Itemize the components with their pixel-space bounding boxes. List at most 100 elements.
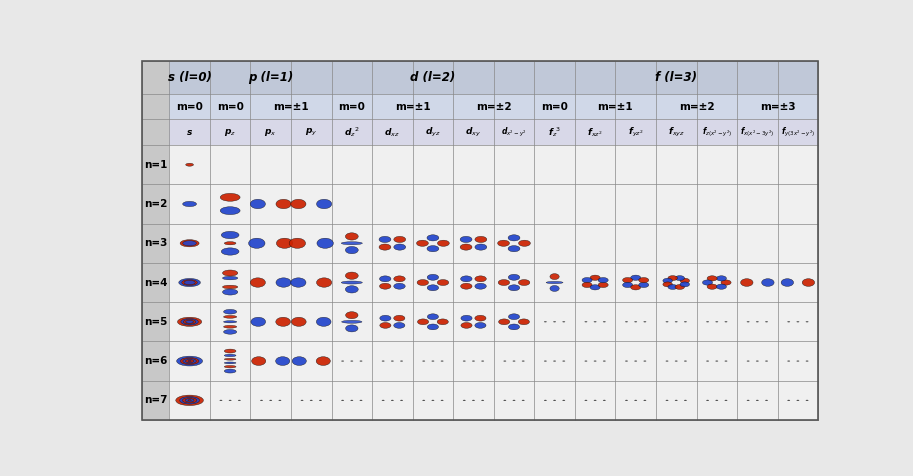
Ellipse shape [717,284,727,289]
Ellipse shape [782,278,793,287]
Ellipse shape [475,237,487,242]
Text: n=5: n=5 [144,317,168,327]
Text: m=±1: m=±1 [273,101,309,111]
Ellipse shape [707,284,718,289]
Ellipse shape [623,278,633,283]
Ellipse shape [341,242,362,245]
Ellipse shape [437,279,448,286]
Bar [142,302,818,341]
Ellipse shape [481,400,484,401]
Ellipse shape [668,276,677,280]
Ellipse shape [461,323,472,328]
Ellipse shape [805,360,809,362]
Ellipse shape [631,285,641,290]
Ellipse shape [546,281,563,284]
Ellipse shape [544,321,547,322]
Text: p (l=1): p (l=1) [248,71,293,84]
Bar [169,94,210,119]
Bar [169,119,210,145]
Ellipse shape [553,321,556,322]
Ellipse shape [498,319,509,325]
Ellipse shape [666,360,668,362]
Bar [142,119,818,145]
Bar [142,61,818,94]
Ellipse shape [345,286,358,293]
Ellipse shape [460,276,472,282]
Bar [737,94,818,119]
Ellipse shape [427,285,438,291]
Ellipse shape [509,274,519,280]
Bar [142,224,818,263]
Ellipse shape [417,279,428,286]
Ellipse shape [251,317,266,327]
Ellipse shape [276,317,290,327]
Text: s (l=0): s (l=0) [168,71,212,84]
Ellipse shape [803,278,814,287]
Ellipse shape [423,400,425,401]
Ellipse shape [290,278,306,287]
Ellipse shape [805,321,809,322]
Ellipse shape [219,400,223,401]
Bar [413,119,453,145]
Bar [453,94,534,119]
Ellipse shape [747,321,750,322]
Ellipse shape [684,400,687,401]
Ellipse shape [635,360,637,362]
Ellipse shape [644,360,646,362]
Ellipse shape [229,400,232,401]
Bar [142,341,818,381]
Bar [142,263,169,302]
Bar [210,61,331,94]
Ellipse shape [250,199,266,208]
Text: f$_{yz^2}$: f$_{yz^2}$ [628,126,644,139]
Ellipse shape [269,400,272,401]
Ellipse shape [805,400,809,401]
Ellipse shape [503,360,506,362]
Text: f$_{x(x^2-3y^2)}$: f$_{x(x^2-3y^2)}$ [740,126,774,139]
Text: p$_z$: p$_z$ [224,127,236,138]
Ellipse shape [177,317,202,327]
Text: n=7: n=7 [144,396,168,406]
Ellipse shape [481,360,484,362]
Ellipse shape [300,400,303,401]
Ellipse shape [316,357,331,366]
Ellipse shape [317,238,333,248]
Ellipse shape [427,235,439,241]
Ellipse shape [176,395,204,406]
Bar [534,119,575,145]
Text: d$_{yz}$: d$_{yz}$ [425,126,441,139]
Ellipse shape [765,321,768,322]
Ellipse shape [639,278,649,283]
Text: m=0: m=0 [216,101,244,111]
Ellipse shape [512,400,516,401]
Ellipse shape [639,282,649,288]
Ellipse shape [292,357,307,366]
Ellipse shape [550,274,559,279]
Ellipse shape [345,247,358,254]
Ellipse shape [680,282,689,287]
Ellipse shape [461,315,472,321]
Ellipse shape [508,246,519,252]
Ellipse shape [725,360,728,362]
Ellipse shape [277,238,293,248]
Ellipse shape [310,400,312,401]
Bar [331,94,373,119]
Ellipse shape [380,323,391,328]
Text: m=±2: m=±2 [476,101,511,111]
Ellipse shape [183,241,196,246]
Ellipse shape [225,358,236,360]
Ellipse shape [716,321,719,322]
Ellipse shape [590,285,600,290]
Text: n=4: n=4 [144,278,168,288]
Ellipse shape [584,400,587,401]
Text: m=0: m=0 [339,101,365,111]
Ellipse shape [509,324,519,330]
Text: d$_{xz}$: d$_{xz}$ [384,126,400,139]
Ellipse shape [787,400,790,401]
Bar [697,119,737,145]
Ellipse shape [276,278,291,287]
Ellipse shape [584,360,587,362]
Ellipse shape [224,321,236,323]
Ellipse shape [598,278,608,283]
Ellipse shape [635,400,637,401]
